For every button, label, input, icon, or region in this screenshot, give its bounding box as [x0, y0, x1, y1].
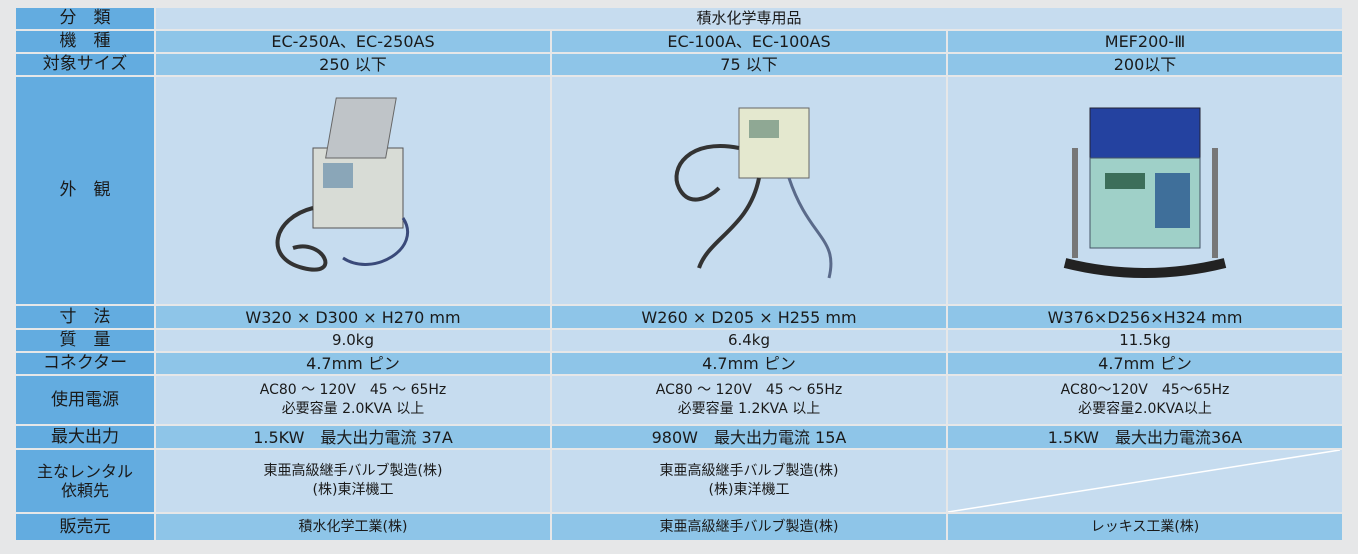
table-row: 主なレンタル 依頼先 東亜高級継手バルブ製造(株) (株)東洋機工 東亜高級継手バル…: [16, 450, 1342, 512]
cell: 東亜高級継手バルブ製造(株) (株)東洋機工: [156, 450, 550, 512]
table-row: 使用電源 AC80 ～ 120V 45 ～ 65Hz 必要容量 2.0KVA 以上…: [16, 376, 1342, 424]
cell: MEF200-Ⅲ: [948, 31, 1342, 52]
image-cell: [948, 77, 1342, 304]
cell: 9.0kg: [156, 330, 550, 351]
row-header: 対象サイズ: [16, 54, 154, 75]
row-header: 最大出力: [16, 426, 154, 448]
table-row: 質 量 9.0kg 6.4kg 11.5kg: [16, 330, 1342, 351]
table-row: 寸 法 W320 × D300 × H270 mm W260 × D205 × H2…: [16, 306, 1342, 328]
spec-table: 分 類積水化学専用品機 種 EC-250A、EC-250AS EC-100A、EC-…: [14, 6, 1344, 542]
cell: 4.7mm ピン: [552, 353, 946, 374]
cell: EC-100A、EC-100AS: [552, 31, 946, 52]
cell: 積水化学工業(株): [156, 514, 550, 540]
row-header: 販売元: [16, 514, 154, 540]
device-image: [1063, 107, 1227, 278]
table-row: 分 類積水化学専用品: [16, 8, 1342, 29]
cell: 75 以下: [552, 54, 946, 75]
row-header: コネクター: [16, 353, 154, 374]
diagonal: [948, 450, 1340, 512]
cell: 6.4kg: [552, 330, 946, 351]
row-header: 機 種: [16, 31, 154, 52]
cell: 積水化学専用品: [156, 8, 1342, 29]
image-cell: [552, 77, 946, 304]
cell: W320 × D300 × H270 mm: [156, 306, 550, 328]
device-image: [275, 97, 410, 272]
cell: AC80 ～ 120V 45 ～ 65Hz 必要容量 2.0KVA 以上: [156, 376, 550, 424]
cell: 東亜高級継手バルブ製造(株) (株)東洋機工: [552, 450, 946, 512]
cell: 250 以下: [156, 54, 550, 75]
cell: 200以下: [948, 54, 1342, 75]
table-row: コネクター 4.7mm ピン 4.7mm ピン 4.7mm ピン: [16, 353, 1342, 374]
table-row: 機 種 EC-250A、EC-250AS EC-100A、EC-100AS MEF20…: [16, 31, 1342, 52]
row-header: 外 観: [16, 77, 154, 304]
cell: レッキス工業(株): [948, 514, 1342, 540]
device-image: [674, 107, 833, 279]
image-cell: [156, 77, 550, 304]
cell: W376×D256×H324 mm: [948, 306, 1342, 328]
cell: 980W 最大出力電流 15A: [552, 426, 946, 448]
cell: W260 × D205 × H255 mm: [552, 306, 946, 328]
cell: 11.5kg: [948, 330, 1342, 351]
empty-cell: [948, 450, 1342, 512]
cell: AC80～120V 45～65Hz 必要容量2.0KVA以上: [948, 376, 1342, 424]
row-header: 質 量: [16, 330, 154, 351]
cell: 東亜高級継手バルブ製造(株): [552, 514, 946, 540]
cell: 4.7mm ピン: [156, 353, 550, 374]
table-row: 最大出力 1.5KW 最大出力電流 37A 980W 最大出力電流 15A 1.5KW…: [16, 426, 1342, 448]
table-row: 販売元 積水化学工業(株) 東亜高級継手バルブ製造(株) レッキス工業(株): [16, 514, 1342, 540]
cell: AC80 ～ 120V 45 ～ 65Hz 必要容量 1.2KVA 以上: [552, 376, 946, 424]
row-header: 主なレンタル 依頼先: [16, 450, 154, 512]
cell: EC-250A、EC-250AS: [156, 31, 550, 52]
page: 分 類積水化学専用品機 種 EC-250A、EC-250AS EC-100A、EC-…: [14, 6, 1344, 542]
row-header: 寸 法: [16, 306, 154, 328]
cell: 4.7mm ピン: [948, 353, 1342, 374]
row-header: 使用電源: [16, 376, 154, 424]
table-row: 外 観: [16, 77, 1342, 304]
cell: 1.5KW 最大出力電流36A: [948, 426, 1342, 448]
table-row: 対象サイズ 250 以下 75 以下 200以下: [16, 54, 1342, 75]
cell: 1.5KW 最大出力電流 37A: [156, 426, 550, 448]
row-header: 分 類: [16, 8, 154, 29]
